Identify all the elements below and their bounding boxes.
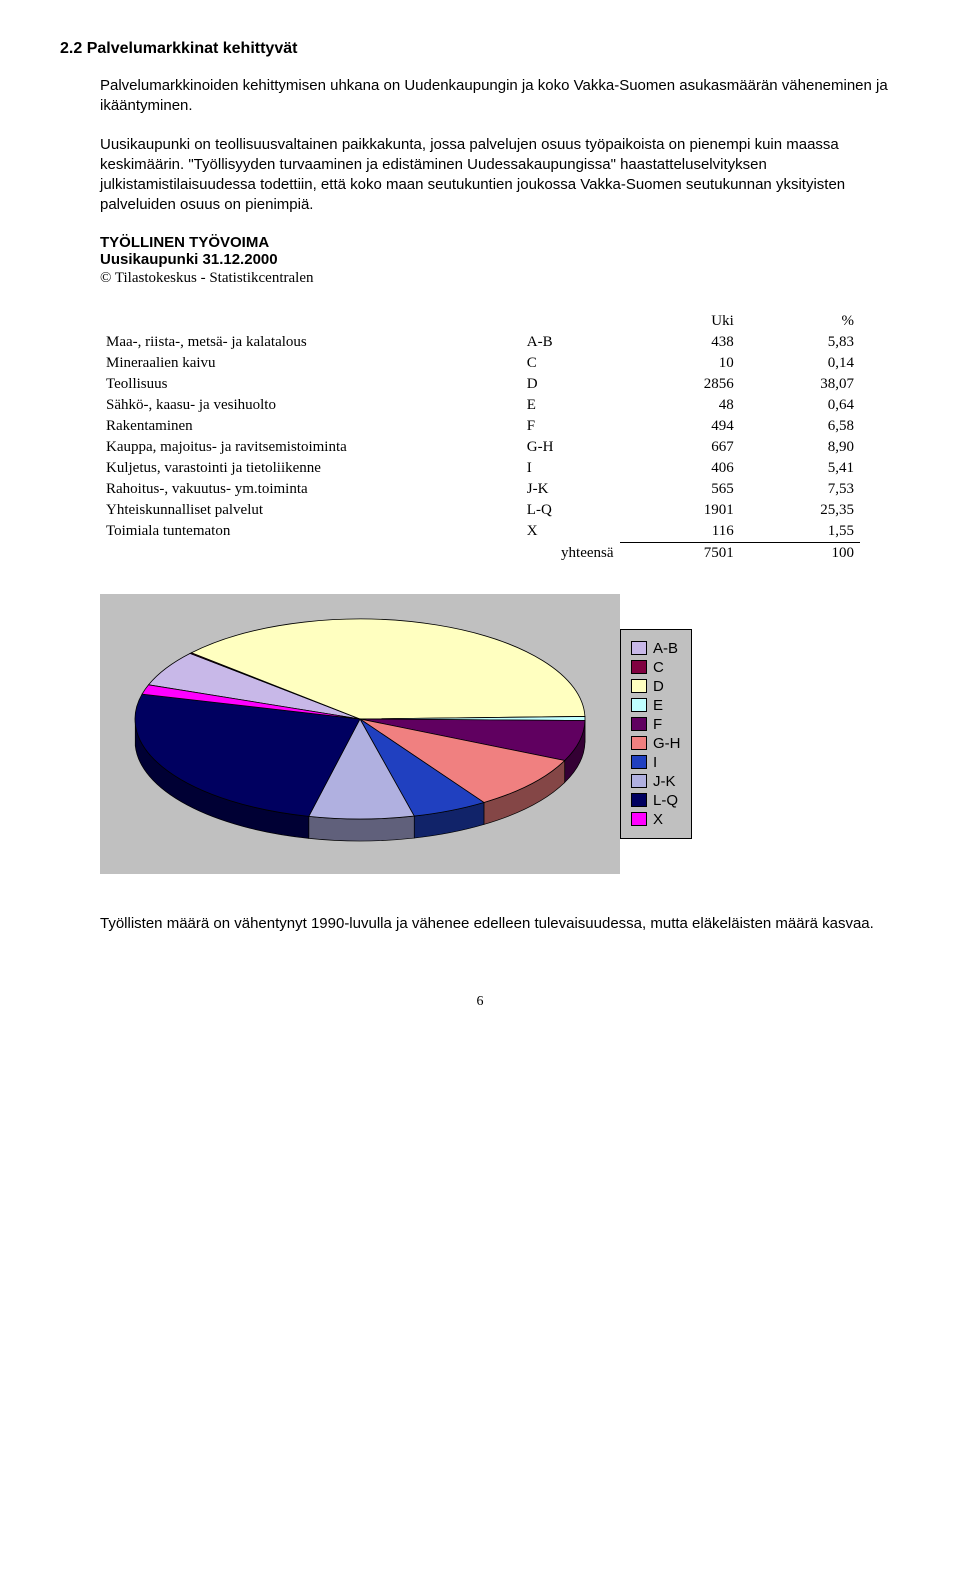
legend-label: X: [653, 811, 663, 828]
row-pct: 7,53: [740, 479, 860, 500]
table-row: Rahoitus-, vakuutus- ym.toimintaJ-K5657,…: [100, 479, 860, 500]
section-heading: 2.2 Palvelumarkkinat kehittyvät: [60, 40, 900, 58]
row-uki: 565: [620, 479, 740, 500]
table-row: Kauppa, majoitus- ja ravitsemistoimintaG…: [100, 437, 860, 458]
table-header-row: Uki %: [100, 311, 860, 332]
table-row: Sähkö-, kaasu- ja vesihuoltoE480,64: [100, 395, 860, 416]
row-uki: 438: [620, 332, 740, 353]
legend-item: J-K: [631, 773, 681, 790]
pie-chart: [100, 594, 620, 874]
row-pct: 5,83: [740, 332, 860, 353]
legend-label: G-H: [653, 735, 681, 752]
header-uki: Uki: [620, 311, 740, 332]
row-uki: 667: [620, 437, 740, 458]
row-code: J-K: [521, 479, 620, 500]
legend-item: X: [631, 811, 681, 828]
row-code: G-H: [521, 437, 620, 458]
row-label: Kuljetus, varastointi ja tietoliikenne: [100, 458, 521, 479]
legend-swatch: [631, 736, 647, 750]
table-row: Mineraalien kaivuC100,14: [100, 353, 860, 374]
row-pct: 38,07: [740, 374, 860, 395]
row-pct: 5,41: [740, 458, 860, 479]
row-label: Yhteiskunnalliset palvelut: [100, 500, 521, 521]
legend-swatch: [631, 793, 647, 807]
row-label: Mineraalien kaivu: [100, 353, 521, 374]
row-pct: 1,55: [740, 521, 860, 543]
subtitle-line-2: Uusikaupunki 31.12.2000: [100, 251, 900, 268]
legend-swatch: [631, 660, 647, 674]
total-pct: 100: [740, 542, 860, 564]
table-row: Toimiala tuntematonX1161,55: [100, 521, 860, 543]
row-code: C: [521, 353, 620, 374]
row-code: I: [521, 458, 620, 479]
legend-item: E: [631, 697, 681, 714]
header-pct: %: [740, 311, 860, 332]
row-code: A-B: [521, 332, 620, 353]
employment-table: Uki % Maa-, riista-, metsä- ja kalatalou…: [100, 311, 860, 564]
row-code: L-Q: [521, 500, 620, 521]
table-row: Yhteiskunnalliset palvelutL-Q190125,35: [100, 500, 860, 521]
paragraph-2: Uusikaupunki on teollisuusvaltainen paik…: [100, 135, 900, 216]
row-pct: 25,35: [740, 500, 860, 521]
legend-item: G-H: [631, 735, 681, 752]
legend-label: C: [653, 659, 664, 676]
paragraph-1: Palvelumarkkinoiden kehittymisen uhkana …: [100, 76, 900, 117]
table-total-row: yhteensä 7501 100: [100, 542, 860, 564]
legend-label: D: [653, 678, 664, 695]
legend-swatch: [631, 812, 647, 826]
legend-item: L-Q: [631, 792, 681, 809]
legend-swatch: [631, 755, 647, 769]
pie-chart-container: A-B CDEF G-H I J-K L-Q X: [100, 594, 900, 874]
row-label: Rahoitus-, vakuutus- ym.toiminta: [100, 479, 521, 500]
legend-label: F: [653, 716, 662, 733]
legend-item: D: [631, 678, 681, 695]
legend-item: A-B: [631, 640, 681, 657]
legend-label: A-B: [653, 640, 678, 657]
legend-item: F: [631, 716, 681, 733]
legend-swatch: [631, 641, 647, 655]
row-uki: 406: [620, 458, 740, 479]
copyright-line: © Tilastokeskus - Statistikcentralen: [100, 270, 900, 287]
footer-paragraph: Työllisten määrä on vähentynyt 1990-luvu…: [100, 914, 900, 934]
legend-label: J-K: [653, 773, 676, 790]
total-uki: 7501: [620, 542, 740, 564]
legend-label: L-Q: [653, 792, 678, 809]
chart-legend: A-B CDEF G-H I J-K L-Q X: [620, 629, 692, 839]
row-uki: 10: [620, 353, 740, 374]
legend-label: I: [653, 754, 657, 771]
row-label: Toimiala tuntematon: [100, 521, 521, 543]
row-code: D: [521, 374, 620, 395]
row-uki: 2856: [620, 374, 740, 395]
table-row: Kuljetus, varastointi ja tietoliikenneI4…: [100, 458, 860, 479]
row-pct: 8,90: [740, 437, 860, 458]
table-row: TeollisuusD285638,07: [100, 374, 860, 395]
row-label: Sähkö-, kaasu- ja vesihuolto: [100, 395, 521, 416]
row-uki: 48: [620, 395, 740, 416]
row-pct: 0,14: [740, 353, 860, 374]
page-number: 6: [60, 994, 900, 1010]
row-uki: 494: [620, 416, 740, 437]
legend-swatch: [631, 679, 647, 693]
table-row: RakentaminenF4946,58: [100, 416, 860, 437]
row-uki: 1901: [620, 500, 740, 521]
legend-item: C: [631, 659, 681, 676]
row-pct: 6,58: [740, 416, 860, 437]
legend-swatch: [631, 698, 647, 712]
row-label: Teollisuus: [100, 374, 521, 395]
row-pct: 0,64: [740, 395, 860, 416]
row-code: X: [521, 521, 620, 543]
row-code: E: [521, 395, 620, 416]
legend-item: I: [631, 754, 681, 771]
legend-swatch: [631, 774, 647, 788]
legend-swatch: [631, 717, 647, 731]
row-label: Kauppa, majoitus- ja ravitsemistoiminta: [100, 437, 521, 458]
row-label: Rakentaminen: [100, 416, 521, 437]
subtitle-line-1: TYÖLLINEN TYÖVOIMA: [100, 234, 900, 251]
row-code: F: [521, 416, 620, 437]
table-row: Maa-, riista-, metsä- ja kalatalousA-B43…: [100, 332, 860, 353]
total-label: yhteensä: [521, 542, 620, 564]
legend-label: E: [653, 697, 663, 714]
row-uki: 116: [620, 521, 740, 543]
row-label: Maa-, riista-, metsä- ja kalatalous: [100, 332, 521, 353]
